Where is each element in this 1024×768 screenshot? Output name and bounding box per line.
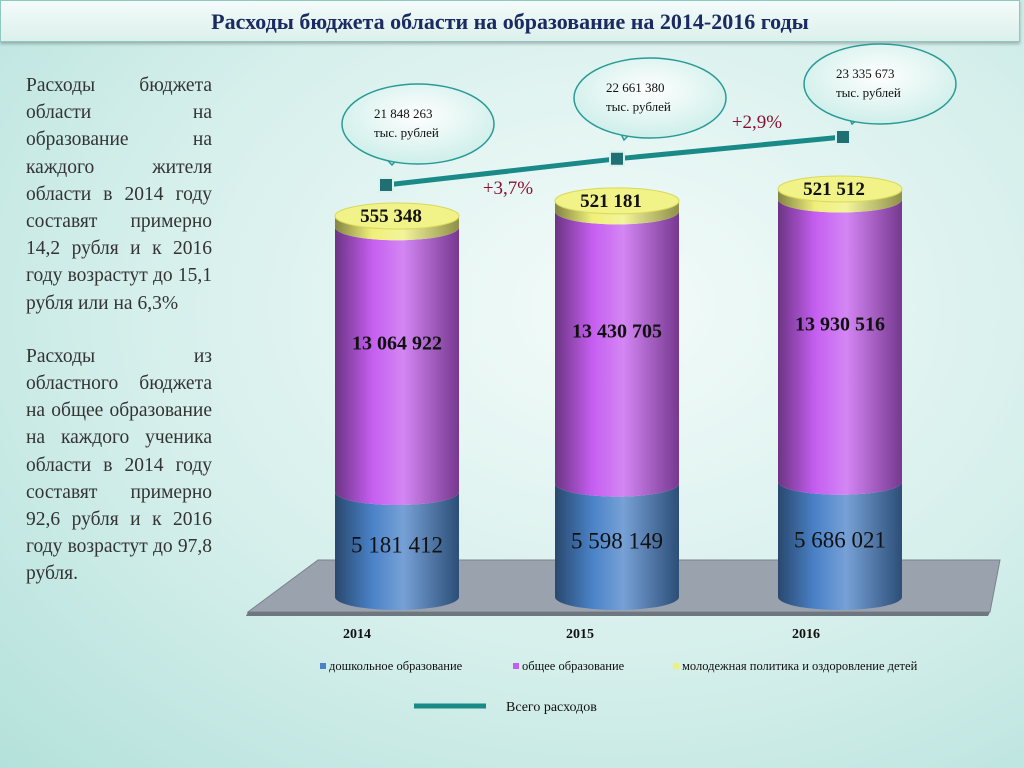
category-label-2015: 2015 bbox=[566, 627, 594, 642]
legend-label-2: молодежная политика и оздоровление детей bbox=[682, 659, 918, 673]
bar-segment-2016-0 bbox=[778, 481, 902, 610]
bar-top-cap-2015 bbox=[554, 187, 680, 215]
data-label-youth-2014: 555 348 bbox=[360, 206, 422, 227]
data-label-general-2014: 13 064 922 bbox=[352, 333, 442, 355]
legend-label-1: общее образование bbox=[522, 659, 625, 673]
total-callout-2014 bbox=[341, 83, 495, 167]
callout-unit: тыс. рублей bbox=[606, 99, 671, 114]
data-label-preschool-2016: 5 686 021 bbox=[794, 527, 886, 552]
bar-segment-2015-0 bbox=[555, 483, 679, 610]
total-point-2014 bbox=[378, 177, 394, 193]
left-paragraph-2: Расходы из областного бюджета на общее о… bbox=[26, 345, 212, 585]
bar-segment-2016-2 bbox=[778, 188, 902, 213]
legend-label-0: дошкольное образование bbox=[329, 659, 463, 673]
total-point-2015 bbox=[609, 150, 625, 167]
category-label-2016: 2016 bbox=[792, 627, 820, 642]
bar-segment-2014-0 bbox=[334, 492, 459, 610]
growth-label-2015: +3,7% bbox=[483, 178, 533, 199]
bar-top-cap-2014 bbox=[334, 202, 460, 230]
legend-swatch-1 bbox=[513, 663, 519, 669]
page-title: Расходы бюджета области на образование н… bbox=[211, 9, 809, 34]
bar-top-cap-2016 bbox=[777, 175, 903, 203]
data-label-preschool-2015: 5 598 149 bbox=[571, 528, 663, 553]
callout-bubble bbox=[341, 83, 495, 165]
left-text-panel: Расходы бюджета области на образование н… bbox=[26, 72, 212, 614]
legend-swatch-0 bbox=[320, 663, 326, 669]
legend-swatch-2 bbox=[673, 663, 679, 669]
total-callout-2016 bbox=[803, 43, 957, 126]
total-callout-2015 bbox=[573, 57, 727, 142]
bar-segment-2015-1 bbox=[555, 211, 679, 497]
data-label-youth-2015: 521 181 bbox=[580, 191, 642, 212]
total-point-2016 bbox=[835, 129, 851, 145]
data-label-youth-2016: 521 512 bbox=[803, 179, 865, 200]
left-paragraph-1: Расходы бюджета области на образование н… bbox=[26, 75, 212, 314]
chart-floor-edge bbox=[246, 612, 990, 616]
bar-segment-2014-2 bbox=[334, 216, 459, 241]
callout-value: 23 335 673 bbox=[836, 66, 895, 81]
bar-segment-2016-1 bbox=[778, 199, 902, 495]
bar-segment-2014-1 bbox=[334, 227, 459, 506]
callout-value: 21 848 263 bbox=[374, 106, 433, 121]
legend-line-label: Всего расходов bbox=[506, 700, 597, 715]
data-label-general-2016: 13 930 516 bbox=[795, 314, 885, 336]
callout-unit: тыс. рублей bbox=[374, 125, 439, 140]
callout-unit: тыс. рублей bbox=[836, 85, 901, 100]
category-label-2014: 2014 bbox=[343, 627, 371, 642]
callout-value: 22 661 380 bbox=[606, 80, 665, 95]
data-label-general-2015: 13 430 705 bbox=[572, 320, 662, 342]
bar-segment-2015-2 bbox=[555, 200, 679, 225]
title-bar: Расходы бюджета области на образование н… bbox=[0, 0, 1020, 42]
callout-bubble bbox=[573, 57, 727, 139]
growth-label-2016: +2,9% bbox=[732, 112, 782, 133]
callout-bubble bbox=[803, 43, 957, 125]
data-label-preschool-2014: 5 181 412 bbox=[351, 533, 443, 558]
